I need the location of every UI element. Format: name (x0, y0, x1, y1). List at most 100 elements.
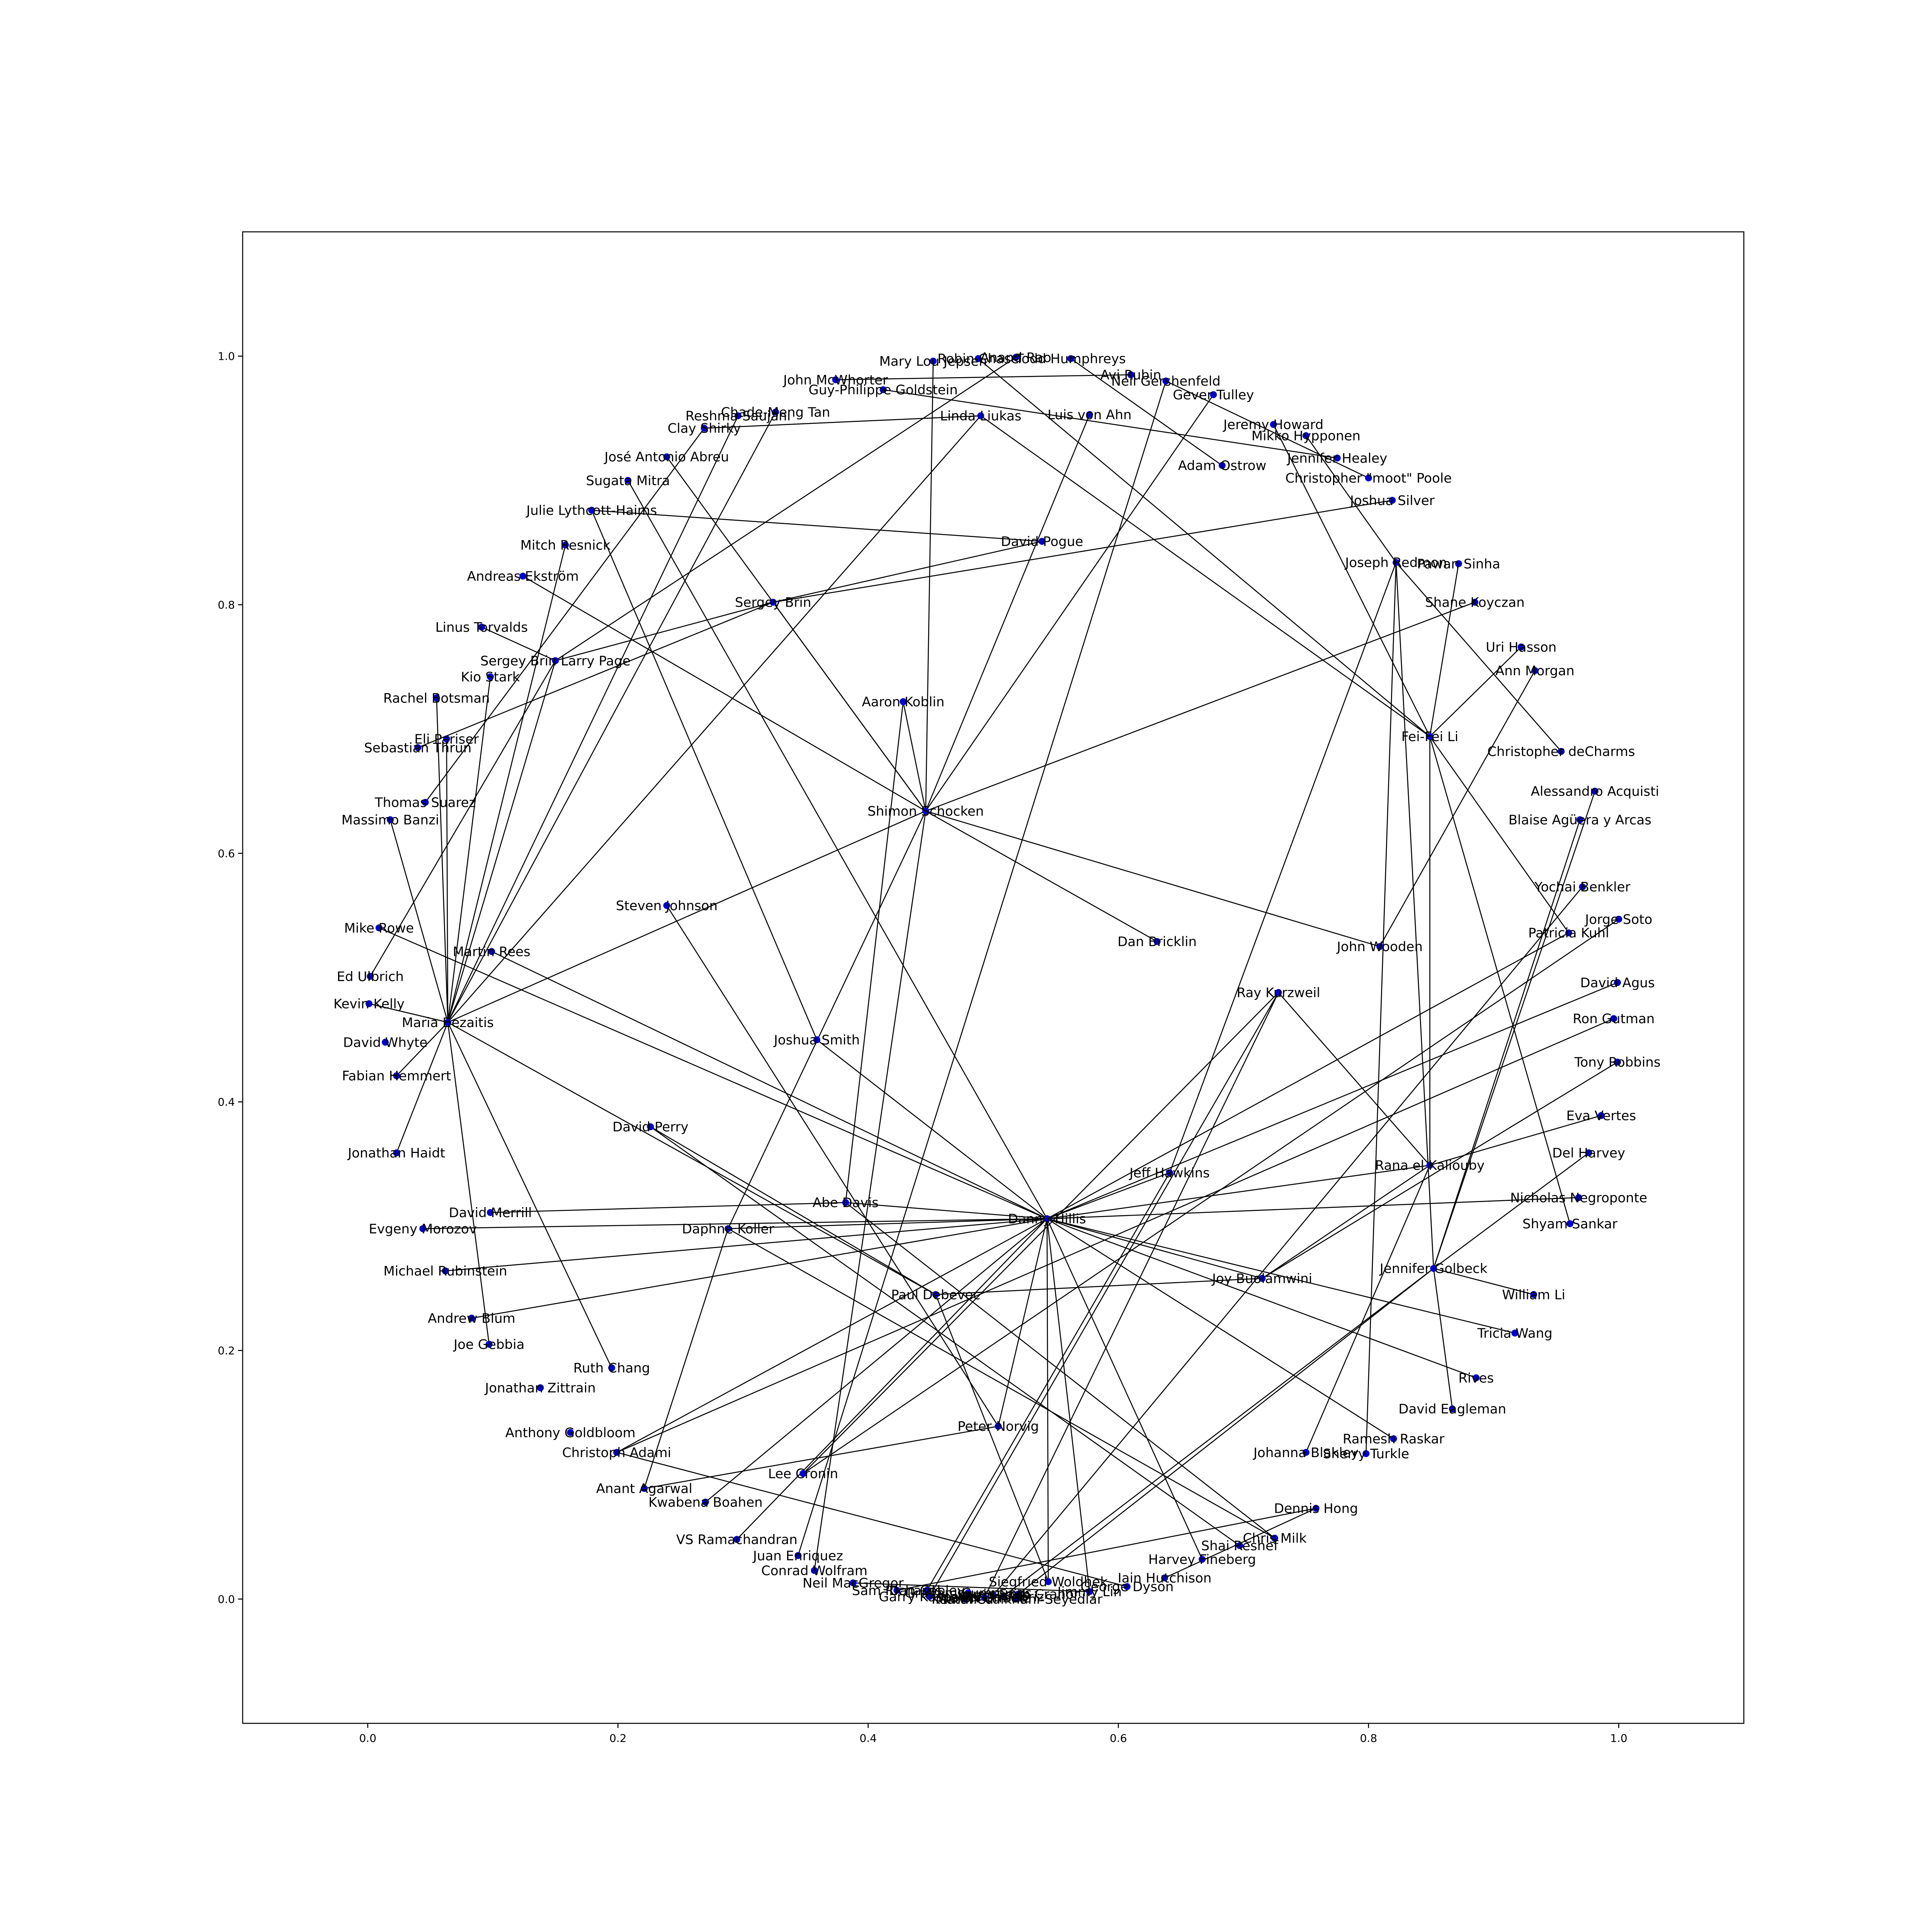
edge-joseph-redmon--mikko-hypponen (1305, 435, 1397, 563)
node-label-graham-cummings: Graham Cummings (905, 1585, 1032, 1601)
node-label-neil-macgregor: Neil MacGregor (803, 1576, 904, 1591)
edge-danny-hillis--evgeny-morozov (423, 1218, 1047, 1230)
node-label-andreas-ekstr-m: Andreas Ekström (467, 569, 579, 584)
node-joshua-smith (813, 1036, 821, 1043)
node-label-david-perry: David Perry (612, 1119, 689, 1135)
node-label-ruth-chang: Ruth Chang (573, 1361, 650, 1376)
node-lee-cronin (799, 1470, 807, 1477)
node-david-pogue (1038, 537, 1046, 545)
node-label-jos-antonio-abreu: José Antonio Abreu (604, 449, 729, 465)
edge-danny-hillis--andrew-blum (471, 1218, 1047, 1319)
node-joshua-silver (1389, 497, 1396, 504)
node-label-tricia-wang: Tricia Wang (1477, 1326, 1552, 1341)
node-thomas-suarez (422, 799, 429, 806)
x-axis: 0.0 0.2 0.4 0.6 0.8 1.0 (359, 1723, 1628, 1745)
node-aaron-koblin (900, 698, 907, 705)
node-jennifer-golbeck (1430, 1265, 1437, 1272)
edge-christopher-moot-poole--neil-gershenfeld (1165, 380, 1369, 479)
edge-maria-bezaitis--joe-gebbia (447, 1022, 490, 1345)
node-label-jennifer-healey: Jennifer Healey (1286, 451, 1387, 466)
edge-maria-bezaitis--linda-liukas (447, 415, 981, 1023)
node-label-anthony-goldbloom: Anthony Goldbloom (505, 1425, 636, 1440)
edge-jennifer-golbeck--david-eagleman (1433, 1268, 1453, 1409)
node-guy-philippe-goldstein (879, 386, 887, 393)
node-adam-ostrow (1218, 462, 1226, 469)
node-label-ramesh-raskar: Ramesh Raskar (1343, 1431, 1444, 1447)
node-massimo-banzi (387, 816, 394, 823)
node-label-nicholas-negroponte: Nicholas Negroponte (1510, 1190, 1647, 1206)
edge-fei-fei-li--linda-liukas (980, 415, 1430, 737)
node-daphne-koller (724, 1225, 732, 1232)
node-evgeny-morozov (419, 1225, 427, 1232)
node-sam-richards (893, 1587, 901, 1594)
edge-fei-fei-li--jeremy-howard (1273, 424, 1430, 737)
node-label-robin-chase: Robin Chase (937, 351, 1019, 367)
node-label-ed-ulbrich: Ed Ulbrich (337, 969, 403, 985)
node-label-neil-gershenfeld: Neil Gershenfeld (1111, 374, 1221, 389)
node-kevin-kelly (365, 1000, 372, 1007)
edge-maria-bezaitis--chade-meng-tan (447, 412, 776, 1023)
node-label-dennis-hong: Dennis Hong (1274, 1501, 1358, 1517)
node-anant-agarwal (641, 1485, 648, 1492)
node-andreas-ekstr-m (519, 573, 527, 580)
node-label-adam-ostrow: Adam Ostrow (1178, 458, 1267, 474)
node-label-rives: Rives (1458, 1371, 1494, 1386)
edge-peter-norvig--anant-agarwal (644, 1425, 998, 1489)
edge-danny-hillis--nicholas-negroponte (1047, 1197, 1579, 1219)
edge-sergey-brin--joshua-silver (773, 500, 1393, 603)
edge-tony-robbins--joy-buolamwini (1262, 1061, 1618, 1279)
node-label-sergey-brin-larry-page: Sergey Brin Larry Page (480, 653, 631, 669)
node-mikko-hypponen (1302, 432, 1310, 439)
node-label-kio-stark: Kio Stark (461, 670, 520, 685)
node-label-parisa-tabriz: Parisa Tabriz (963, 1589, 1044, 1605)
node-christopher-decharms (1558, 748, 1565, 755)
node-label-jeff-hawkins: Jeff Hawkins (1129, 1165, 1210, 1181)
node-linus-torvalds (478, 623, 485, 631)
node-sergey-brin-larry-page (552, 657, 559, 664)
node-rachel-botsman (433, 694, 440, 702)
edge-juan-enriquez--neil-gershenfeld (798, 381, 1167, 1556)
edge-jorge-soto--lee-cronin (803, 918, 1619, 1474)
node-chade-meng-tan (772, 408, 779, 416)
node-william-li (1530, 1291, 1537, 1298)
node-label-abe-davis: Abe Davis (813, 1195, 879, 1211)
node-ed-ulbrich (367, 973, 374, 980)
node-label-david-agus: David Agus (1580, 975, 1655, 991)
edge-shimon-schocken--john-wooden (925, 810, 1380, 947)
node-label-sugata-mitra: Sugata Mitra (586, 473, 670, 488)
edge-danny-hillis--daphne-koller (728, 1218, 1047, 1230)
node-label-jorge-soto: Jorge Soto (1584, 912, 1652, 927)
node-garry-kasparov (926, 1593, 933, 1600)
node-ramesh-raskar (1390, 1435, 1397, 1442)
edge-abe-davis--aaron-koblin (845, 701, 904, 1203)
node-graham-cummings (964, 1589, 972, 1597)
node-label-david-whyte: David Whyte (343, 1035, 428, 1050)
node-label-william-li: William Li (1502, 1287, 1565, 1303)
node-john-wooden (1376, 943, 1383, 950)
node-label-dan-bricklin: Dan Bricklin (1117, 934, 1197, 950)
edge-sergey-brin-larry-page--maria-bezaitis (447, 660, 556, 1023)
node-label-eva-vertes: Eva Vertes (1566, 1108, 1636, 1124)
y-tick-label: 0.0 (218, 1593, 235, 1605)
edge-danny-hillis--mike-rowe (379, 927, 1048, 1219)
edge-danny-hillis--abe-davis (845, 1202, 1047, 1219)
node-mike-rowe (375, 924, 383, 932)
edge-danny-hillis--rives (1047, 1218, 1476, 1378)
node-ray-kurzweil (1275, 989, 1282, 996)
edge-shimon-schocken--gever-tulley (925, 394, 1214, 811)
node-danny-hillis (1043, 1215, 1051, 1223)
edge-maria-bezaitis--eli-pariser (446, 739, 449, 1022)
node-label-todd-humphreys: Todd Humphreys (1015, 351, 1126, 367)
node-avi-rubin (1127, 371, 1134, 378)
node-jeremy-howard (1270, 421, 1277, 428)
node-label-del-harvey: Del Harvey (1552, 1146, 1625, 1161)
node-label-peter-norvig: Peter Norvig (957, 1419, 1039, 1434)
edge-neil-macgregor--jimmy-lin (853, 1582, 1090, 1592)
node-label-joe-gebbia: Joe Gebbia (453, 1337, 524, 1352)
node-todd-humphreys (1067, 355, 1075, 362)
edge-danny-hillis--jeff-hawkins (1047, 1172, 1170, 1219)
edge-danny-hillis--christoph-adami (616, 1218, 1048, 1453)
node-johanna-blakley (1302, 1449, 1310, 1456)
node-label-sergey-brin: Sergey Brin (735, 595, 811, 611)
node-label-reshma-saujani: Reshma Saujani (685, 408, 791, 424)
